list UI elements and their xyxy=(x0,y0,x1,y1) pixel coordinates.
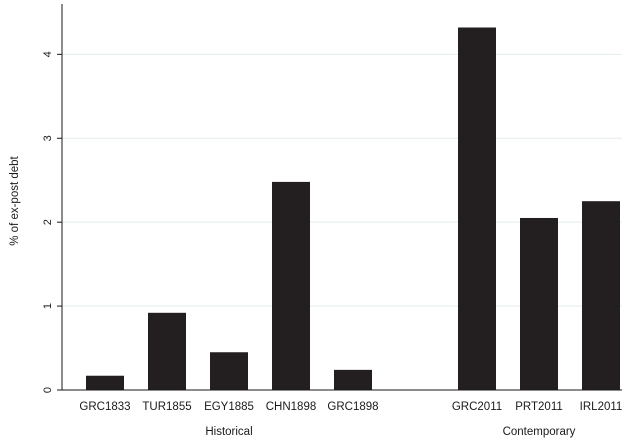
category-label: GRC1833 xyxy=(79,401,130,413)
category-label: GRC1898 xyxy=(327,401,378,413)
y-axis: 0 1 2 3 4 xyxy=(42,4,622,393)
category-label: PRT2011 xyxy=(515,401,563,413)
category-label: GRC2011 xyxy=(452,401,502,413)
y-tick-label: 4 xyxy=(42,51,54,57)
bar-tur1855 xyxy=(148,312,186,390)
bar-grc1898 xyxy=(334,369,372,390)
y-tick-label: 2 xyxy=(42,219,54,225)
category-label: TUR1855 xyxy=(142,401,191,413)
bar-grc2011 xyxy=(458,27,496,390)
category-labels: GRC1833 TUR1855 EGY1885 CHN1898 GRC1898 Histo… xyxy=(79,401,622,438)
category-label: IRL2011 xyxy=(580,401,623,413)
group-label: Historical xyxy=(205,426,252,438)
bar-prt2011 xyxy=(520,217,558,390)
category-label: EGY1885 xyxy=(204,401,254,413)
bar-egy1885 xyxy=(210,352,248,390)
bar-irl2011 xyxy=(582,201,620,390)
y-axis-title: % of ex-post debt xyxy=(9,155,21,245)
group-label: Contemporary xyxy=(503,426,576,438)
y-tick-label: 0 xyxy=(42,387,54,393)
y-tick-label: 1 xyxy=(42,303,54,309)
category-label: CHN1898 xyxy=(266,401,317,413)
y-tick-label: 3 xyxy=(42,135,54,141)
bars xyxy=(86,27,620,390)
bar-grc1833 xyxy=(86,375,124,390)
bar-chn1898 xyxy=(272,181,310,390)
